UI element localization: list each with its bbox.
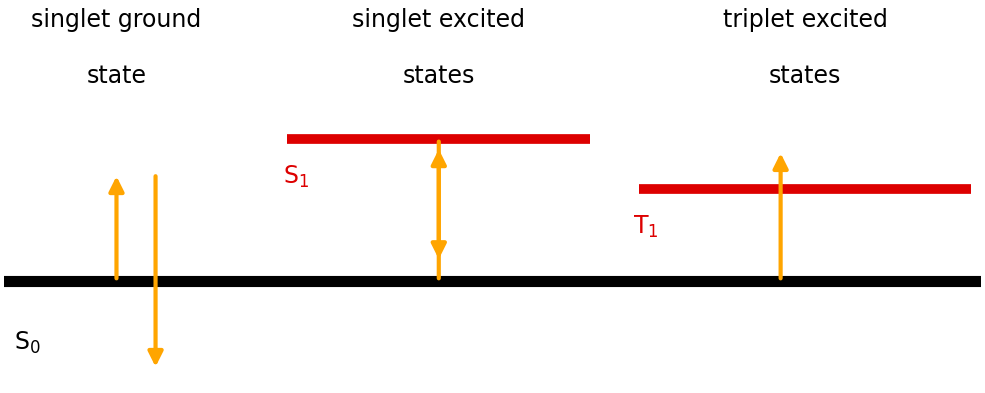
- Text: S$_1$: S$_1$: [283, 164, 308, 190]
- Text: S$_0$: S$_0$: [14, 330, 40, 356]
- Text: T$_1$: T$_1$: [633, 214, 659, 241]
- Text: singlet excited

states: singlet excited states: [353, 8, 525, 88]
- Text: triplet excited

states: triplet excited states: [723, 8, 887, 88]
- Text: singlet ground

state: singlet ground state: [32, 8, 202, 88]
